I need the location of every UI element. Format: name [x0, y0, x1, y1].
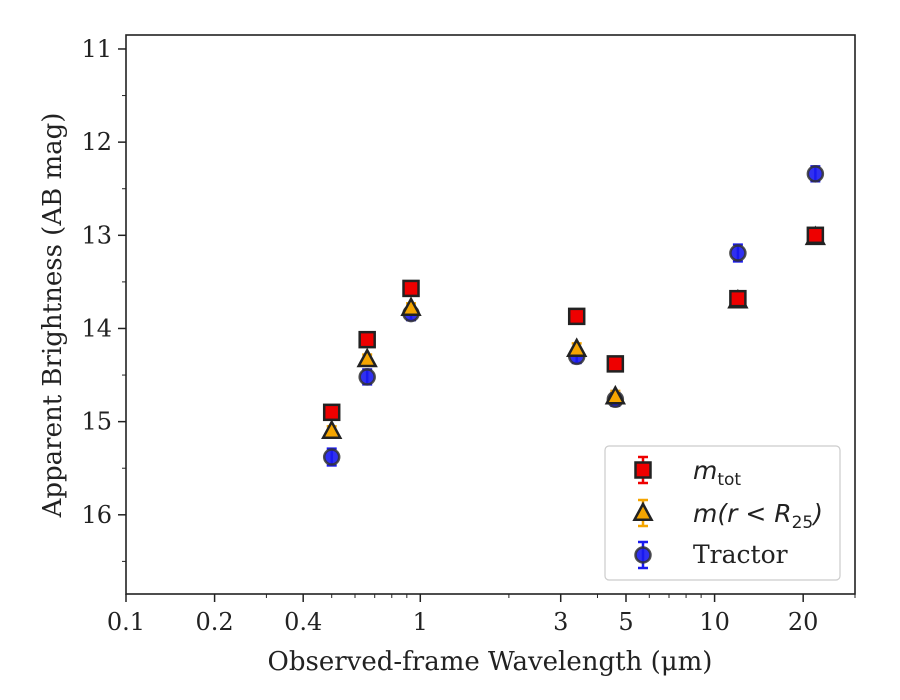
legend-item: mtot — [634, 455, 741, 490]
legend-marker-square — [634, 461, 652, 479]
plot-frame — [125, 34, 856, 595]
data-point-triangle — [400, 296, 422, 316]
legend-item: m(r < R25) — [632, 498, 823, 533]
y-tick-label: 15 — [81, 408, 112, 436]
legend-marker-triangle — [632, 501, 654, 521]
data-point-square — [358, 330, 376, 349]
y-tick-label: 13 — [81, 221, 112, 249]
y-tick-label: 12 — [81, 128, 112, 156]
data-point-square — [606, 355, 625, 373]
x-tick-label: 0.1 — [107, 608, 145, 636]
y-tick-label: 16 — [81, 501, 112, 529]
data-point-circle — [358, 368, 376, 386]
x-axis-title: Observed-frame Wavelength (μm) — [268, 647, 713, 677]
data-point-square — [567, 307, 586, 326]
series-square — [322, 226, 825, 422]
legend-label: mtot — [693, 456, 741, 490]
x-tick-label: 20 — [788, 608, 819, 636]
data-point-square — [729, 289, 747, 308]
data-point-square — [322, 403, 341, 422]
legend-label: Tractor — [693, 540, 788, 569]
x-tick-label: 0.2 — [196, 608, 234, 636]
y-tick-label: 14 — [81, 314, 112, 342]
data-point-triangle — [566, 337, 588, 357]
data-points — [321, 165, 827, 467]
x-tick-label: 1 — [413, 608, 428, 636]
data-point-circle — [806, 165, 825, 183]
x-tick-label: 5 — [618, 608, 633, 636]
data-point-triangle — [604, 384, 626, 405]
legend-marker-circle — [634, 546, 652, 564]
x-tick-label: 10 — [699, 608, 730, 636]
y-tick-label: 11 — [81, 35, 112, 63]
data-point-square — [806, 226, 825, 245]
data-point-triangle — [356, 347, 378, 368]
data-point-circle — [729, 244, 747, 262]
legend-frame — [604, 445, 841, 581]
y-axis-title: Apparent Brightness (AB mag) — [38, 113, 68, 519]
data-point-triangle — [321, 419, 343, 439]
legend-label: m(r < R25) — [693, 499, 823, 533]
legend: mtot m(r < R25) Tractor — [604, 445, 841, 581]
data-point-square — [402, 279, 420, 298]
x-tick-label: 3 — [553, 608, 568, 636]
data-point-circle — [322, 448, 341, 466]
x-tick-label: 0.4 — [284, 608, 322, 636]
legend-item: Tractor — [634, 540, 788, 570]
series-triangle — [321, 225, 827, 439]
